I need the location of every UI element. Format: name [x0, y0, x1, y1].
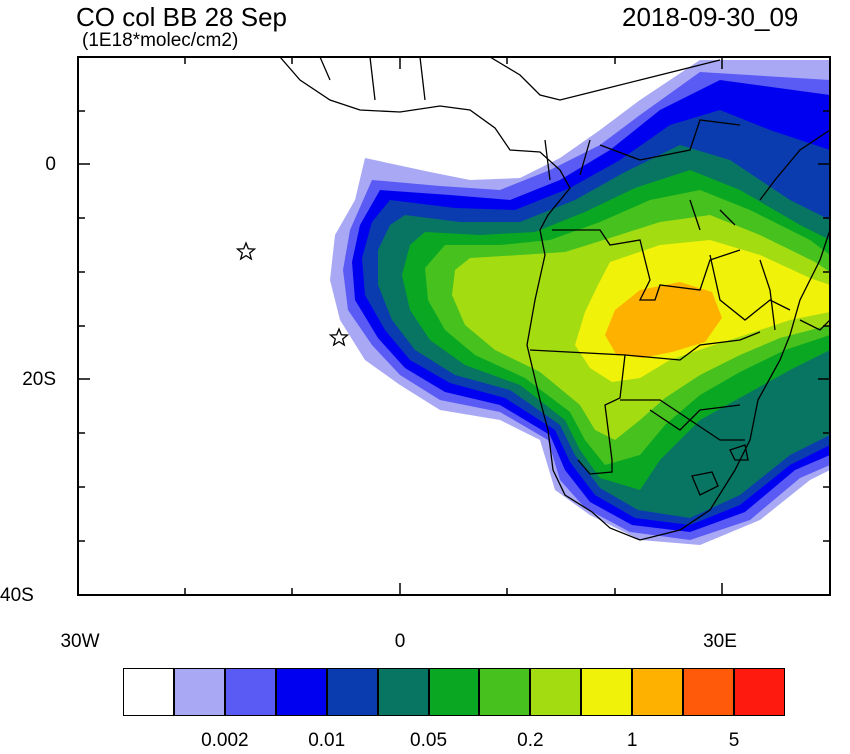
y-tick-label-40s: 40S: [0, 585, 34, 606]
colorbar-box-2: [224, 668, 276, 716]
x-tick-label-30e: 30E: [703, 631, 737, 652]
colorbar-label-1: 0.01: [308, 730, 346, 751]
plume-level-1: [605, 282, 722, 358]
colorbar-box-5: [377, 668, 429, 716]
colorbar: [123, 668, 785, 716]
colorbar-label-4: 1: [626, 730, 638, 751]
coastline-layer: [279, 57, 830, 541]
x-tick-label-0: 0: [394, 631, 406, 652]
map-title: CO col BB 28 Sep: [76, 2, 287, 32]
colorbar-box-1: [173, 668, 225, 716]
colorbar-label-3: 0.2: [517, 730, 544, 751]
colorbar-box-11: [683, 668, 735, 716]
colorbar-box-6: [428, 668, 480, 716]
units-label: (1E18*molec/cm2): [82, 30, 239, 51]
colorbar-box-4: [326, 668, 378, 716]
colorbar-label-5: 5: [728, 730, 740, 751]
colorbar-box-10: [632, 668, 684, 716]
timestamp-label: 2018-09-30_09: [622, 2, 799, 32]
colorbar-box-0: [123, 668, 174, 716]
colorbar-box-8: [530, 668, 582, 716]
colorbar-box-12: [734, 668, 785, 716]
y-tick-label-20s: 20S: [22, 369, 56, 390]
colorbar-box-9: [581, 668, 633, 716]
colorbar-label-0: 0.002: [201, 730, 249, 751]
co-plume-layer: [330, 60, 830, 545]
x-tick-label-30w: 30W: [60, 631, 100, 652]
tick-marks: [77, 57, 831, 596]
colorbar-label-2: 0.05: [410, 730, 448, 751]
star-marker-1: [235, 241, 257, 261]
colorbar-box-7: [479, 668, 531, 716]
colorbar-labels: 0.002 0.01 0.05 0.2 1 5: [0, 730, 850, 754]
star-marker-2: [328, 327, 350, 347]
y-tick-label-0: 0: [45, 154, 56, 175]
colorbar-box-3: [275, 668, 327, 716]
